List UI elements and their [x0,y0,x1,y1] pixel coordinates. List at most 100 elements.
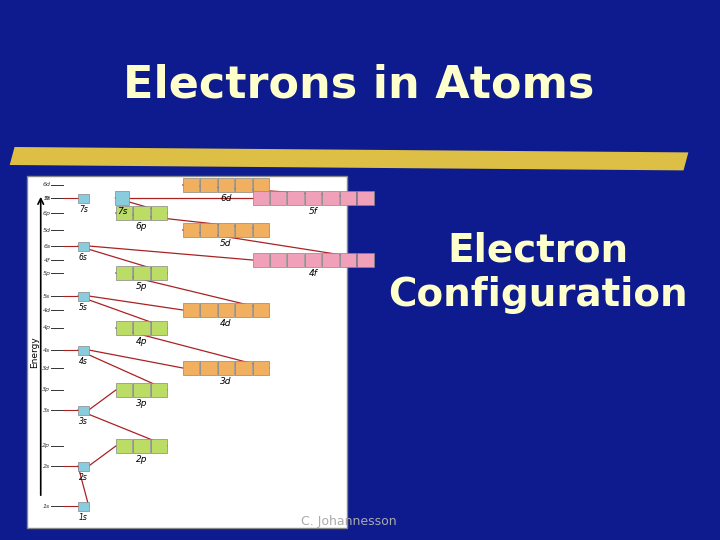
Bar [287,191,304,205]
Text: 4d: 4d [220,319,232,328]
Text: 4p: 4p [42,326,50,330]
Text: 5s: 5s [43,294,50,299]
Text: 4p: 4p [136,337,148,346]
Bar [235,361,251,375]
Bar [253,178,269,192]
Text: 7s: 7s [43,195,50,200]
Bar [133,266,150,280]
Text: 6p: 6p [42,211,50,215]
Bar [200,223,217,237]
Bar [116,321,132,335]
Text: 2p: 2p [136,455,148,464]
Bar [217,361,234,375]
Bar [27,176,347,528]
Bar [200,361,217,375]
Bar [116,206,132,220]
Text: 1s: 1s [43,503,50,509]
Text: Energy: Energy [30,336,40,368]
Bar [78,193,89,202]
Text: 3p: 3p [136,399,148,408]
Bar [150,266,167,280]
Text: 3p: 3p [42,388,50,393]
Text: 2s: 2s [43,463,50,469]
Bar [183,223,199,237]
Bar [270,253,287,267]
Bar [305,191,321,205]
Text: 5d: 5d [42,227,50,233]
Bar [78,241,89,251]
Bar [133,206,150,220]
Text: 4f: 4f [44,258,50,262]
Bar [78,292,89,300]
Bar [115,191,129,205]
Text: 2s: 2s [79,472,88,482]
Bar [150,439,167,453]
Text: 6d: 6d [42,183,50,187]
Text: 3s: 3s [79,416,88,426]
Text: 6d: 6d [220,194,232,203]
Text: 5p: 5p [42,271,50,275]
Bar [340,253,356,267]
Bar [133,383,150,397]
Text: 6s: 6s [43,244,50,248]
Bar [116,383,132,397]
Text: Electron: Electron [448,231,629,269]
Text: 4f: 4f [309,269,318,278]
Text: 3s: 3s [43,408,50,413]
Bar [357,253,374,267]
Text: Electrons in Atoms: Electrons in Atoms [123,64,595,106]
Bar [287,253,304,267]
Bar [270,191,287,205]
Bar [340,191,356,205]
Text: 5f: 5f [44,195,50,200]
Bar [235,178,251,192]
Bar [217,178,234,192]
Bar [116,439,132,453]
Bar [150,383,167,397]
Bar [217,223,234,237]
Bar [235,223,251,237]
Text: 5s: 5s [79,302,88,312]
Bar [253,253,269,267]
Bar [150,321,167,335]
Text: 3d: 3d [42,366,50,370]
Bar [133,321,150,335]
Text: 3d: 3d [220,377,232,386]
Bar [78,346,89,354]
Bar [183,361,199,375]
Bar [253,223,269,237]
Text: 5f: 5f [309,207,318,216]
Bar [357,191,374,205]
Bar [78,502,89,510]
Bar [200,303,217,317]
Text: 4s: 4s [43,348,50,353]
Bar [253,361,269,375]
Bar [323,253,339,267]
Bar [200,178,217,192]
Text: 7s: 7s [79,205,88,213]
Text: 7s: 7s [117,207,127,216]
Text: 2p: 2p [42,443,50,449]
Bar [305,253,321,267]
Text: Configuration: Configuration [388,276,688,314]
Bar [323,191,339,205]
Bar [150,206,167,220]
Polygon shape [9,147,688,171]
Bar [183,303,199,317]
Text: 4d: 4d [42,307,50,313]
Text: C. Johannesson: C. Johannesson [301,515,397,528]
Bar [116,266,132,280]
Text: 5d: 5d [220,239,232,248]
Bar [235,303,251,317]
Text: 6p: 6p [136,222,148,231]
Bar [183,178,199,192]
Bar [133,439,150,453]
Bar [78,406,89,415]
Bar [253,303,269,317]
Bar [217,303,234,317]
Bar [78,462,89,470]
Bar [253,191,269,205]
Text: 4s: 4s [79,356,88,366]
Text: 1s: 1s [79,512,88,522]
Text: 5p: 5p [136,282,148,291]
